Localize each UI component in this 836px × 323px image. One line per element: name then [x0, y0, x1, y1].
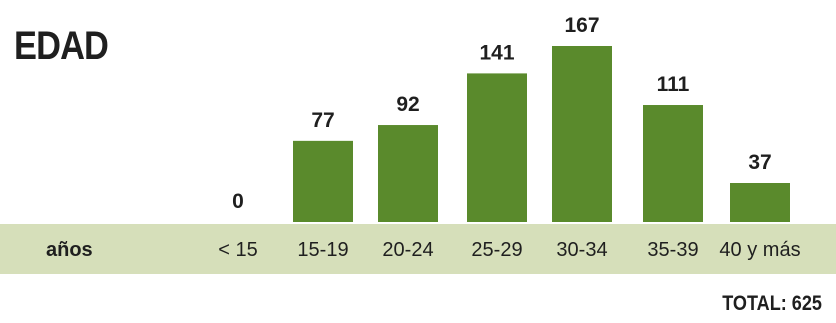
bar-7	[730, 183, 790, 222]
bars	[293, 46, 790, 222]
value-label-1: 0	[232, 190, 244, 213]
value-label-7: 37	[748, 151, 771, 174]
bar-2	[293, 140, 353, 222]
category-band	[0, 224, 836, 274]
category-tick-labels: < 15 15-19 20-24 25-29 30-34 35-39 40 y más	[218, 239, 800, 261]
value-label-5: 167	[564, 14, 599, 37]
chart-title: EDAD	[14, 24, 109, 68]
value-label-3: 92	[396, 93, 419, 116]
category-tick-5: 30-34	[556, 239, 607, 261]
bar-6	[643, 105, 703, 222]
value-label-2: 77	[311, 109, 334, 132]
value-label-6: 111	[657, 73, 690, 96]
bar-5	[552, 46, 612, 222]
category-tick-6: 35-39	[647, 239, 698, 261]
bar-4	[467, 73, 527, 222]
category-tick-7: 40 y más	[719, 239, 800, 261]
category-tick-3: 20-24	[382, 239, 433, 261]
value-labels: 0 77 92 141 167 111 37	[232, 14, 772, 213]
category-tick-2: 15-19	[297, 239, 348, 261]
category-tick-4: 25-29	[471, 239, 522, 261]
category-axis-label: años	[46, 239, 93, 261]
bar-3	[378, 125, 438, 222]
total-label: TOTAL: 625	[722, 292, 822, 315]
category-tick-1: < 15	[218, 239, 257, 261]
value-label-4: 141	[479, 41, 514, 64]
